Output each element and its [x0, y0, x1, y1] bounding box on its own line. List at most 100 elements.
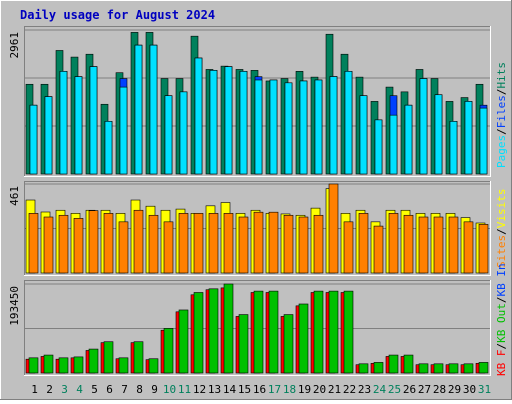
- y-axis-max-label: 193450: [8, 286, 21, 326]
- legend-panel-0: Pages/Files/Hits: [495, 62, 508, 168]
- x-tick-label: 9: [151, 383, 158, 396]
- x-tick-label: 11: [178, 383, 191, 396]
- bar-kb-out-day-10: [163, 328, 174, 374]
- bar-pages-day-11: [179, 91, 188, 175]
- legend-entry: Pages: [495, 135, 508, 168]
- x-tick-label: 16: [253, 383, 266, 396]
- legend-panel-1: Sites/Visits: [495, 189, 508, 269]
- bar-sites-day-6: [103, 213, 114, 274]
- bar-sites-day-26: [403, 214, 414, 274]
- bar-sites-day-21: [328, 183, 339, 274]
- panel-hits-files-pages: 2961: [8, 26, 491, 177]
- x-tick-label: 27: [418, 383, 431, 396]
- bar-kb-out-day-2: [43, 354, 54, 374]
- bar-pages-day-1: [29, 104, 38, 175]
- legend-separator: /: [495, 128, 508, 135]
- bar-sites-day-16: [253, 211, 264, 274]
- bar-sites-day-25: [388, 213, 399, 274]
- bar-kb-out-day-11: [178, 309, 189, 374]
- x-tick-label: 20: [313, 383, 326, 396]
- bar-pages-day-2: [44, 96, 53, 175]
- bar-sites-day-1: [28, 213, 39, 274]
- bar-kb-out-day-24: [373, 362, 384, 374]
- bar-kb-out-day-4: [73, 356, 84, 374]
- bar-pages-day-29: [449, 121, 458, 175]
- legend-separator: /: [495, 228, 508, 235]
- bar-kb-out-day-28: [433, 363, 444, 374]
- bar-pages-day-17: [269, 79, 278, 175]
- bar-sites-day-8: [133, 209, 144, 274]
- x-tick-label: 6: [106, 383, 113, 396]
- bar-pages-day-10: [164, 95, 173, 175]
- bar-sites-day-10: [163, 221, 174, 274]
- bar-kb-out-day-18: [283, 314, 294, 374]
- x-tick-label: 14: [223, 383, 237, 396]
- legend-entry: KB F: [495, 350, 508, 377]
- x-tick-label: 13: [208, 383, 221, 396]
- legend-entry: Visits: [495, 189, 508, 229]
- bar-kb-out-day-20: [313, 290, 324, 374]
- bar-sites-day-3: [58, 214, 69, 274]
- chart-panels: 2961 461 193450: [8, 26, 491, 376]
- bar-sites-day-29: [448, 216, 459, 274]
- bar-kb-out-day-1: [28, 357, 39, 374]
- x-tick-label: 23: [358, 383, 371, 396]
- bar-pages-day-13: [209, 70, 218, 175]
- bar-kb-out-day-13: [208, 288, 219, 374]
- bar-pages-day-12: [194, 57, 203, 175]
- bar-pages-day-9: [149, 44, 158, 175]
- bar-pages-day-6: [104, 121, 113, 175]
- bar-kb-out-day-15: [238, 314, 249, 374]
- bar-kb-out-day-3: [58, 357, 69, 374]
- bar-pages-day-14: [224, 66, 233, 175]
- bar-pages-day-15: [239, 71, 248, 175]
- x-tick-label: 18: [283, 383, 296, 396]
- bar-kb-out-day-27: [418, 363, 429, 374]
- bar-kb-out-day-29: [448, 363, 459, 374]
- x-tick-label: 29: [448, 383, 461, 396]
- x-tick-label: 4: [76, 383, 83, 396]
- bar-sites-day-28: [433, 216, 444, 274]
- bar-sites-day-12: [193, 213, 204, 274]
- bar-sites-day-5: [88, 210, 99, 274]
- y-axis-max-label: 461: [8, 186, 21, 206]
- bar-kb-out-day-17: [268, 290, 279, 374]
- bar-pages-day-30: [464, 101, 473, 175]
- x-tick-label: 10: [163, 383, 176, 396]
- bar-sites-day-22: [343, 221, 354, 274]
- bar-pages-day-27: [419, 78, 428, 175]
- bar-pages-day-24: [374, 119, 383, 175]
- x-tick-label: 30: [463, 383, 476, 396]
- x-tick-label: 5: [91, 383, 98, 396]
- bar-kb-out-day-19: [298, 303, 309, 374]
- x-tick-label: 31: [478, 383, 491, 396]
- bar-pages-day-3: [59, 71, 68, 175]
- bar-sites-day-31: [478, 224, 489, 274]
- bar-sites-day-17: [268, 211, 279, 274]
- legend-panel-2: KB F/KB Out/KB In: [495, 263, 508, 376]
- legend-entry: KB Out: [495, 303, 508, 343]
- bar-kb-out-day-21: [328, 290, 339, 374]
- bar-pages-day-28: [434, 94, 443, 175]
- bar-pages-day-21: [329, 76, 338, 175]
- x-tick-label: 22: [343, 383, 356, 396]
- bar-pages-day-26: [404, 104, 413, 175]
- bar-kb-out-day-26: [403, 354, 414, 374]
- x-tick-label: 3: [61, 383, 68, 396]
- bar-kb-out-day-12: [193, 292, 204, 374]
- bar-pages-day-31: [479, 107, 488, 175]
- bar-sites-day-9: [148, 214, 159, 274]
- bar-sites-day-30: [463, 221, 474, 274]
- bar-pages-day-20: [314, 79, 323, 175]
- x-tick-label: 19: [298, 383, 311, 396]
- x-axis-day-labels: 1 2 3 4 5 6 7 8 9 10 11 12 13 14 15 16 17 18 19 20 21 22 23 24 2…: [31, 383, 491, 396]
- x-tick-label: 8: [136, 383, 143, 396]
- bar-sites-day-20: [313, 214, 324, 274]
- bar-kb-out-day-5: [88, 348, 99, 374]
- legend-entry: Files: [495, 95, 508, 128]
- bar-sites-day-18: [283, 214, 294, 274]
- x-tick-label: 25: [388, 383, 401, 396]
